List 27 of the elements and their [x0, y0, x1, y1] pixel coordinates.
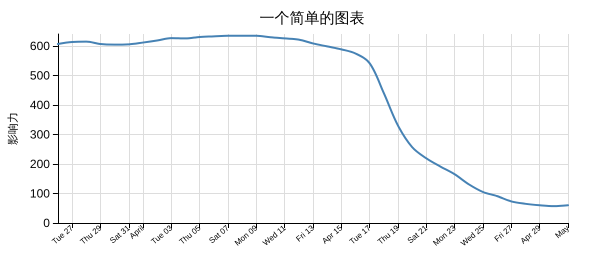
x-tick-label: Tue 17 [348, 223, 373, 246]
y-tick-label: 200 [30, 156, 50, 171]
y-tick-label: 400 [30, 98, 50, 112]
x-tick-label: Wed 25 [459, 223, 486, 248]
x-tick-label: May [554, 224, 571, 240]
x-tick-label: Thu 19 [376, 223, 402, 246]
x-tick-label: Thu 05 [178, 223, 203, 246]
x-tick-label: Mon 23 [431, 223, 458, 248]
x-tick-label: Sat 21 [406, 223, 430, 246]
y-axis-title: 影响力 [6, 112, 20, 145]
x-tick-label: Tue 27 [50, 223, 76, 246]
chart-title: 一个简单的图表 [260, 10, 364, 27]
x-tick-label: Wed 11 [261, 223, 288, 248]
x-tick-label: Fri 13 [294, 223, 316, 244]
y-tick-label: 300 [30, 127, 50, 142]
x-tick-label: Apr 29 [518, 223, 543, 246]
y-tick-label: 100 [30, 186, 50, 200]
y-tick-label: 500 [30, 68, 50, 82]
x-tick-label: Tue 03 [150, 223, 175, 246]
x-tick-label: Apr 15 [320, 223, 345, 246]
x-tick-label: Fri 27 [492, 223, 515, 244]
y-tick-label: 600 [30, 38, 50, 53]
x-tick-label: Mon 09 [232, 223, 260, 248]
line-series [56, 34, 569, 208]
x-tick-label: Sat 07 [207, 223, 232, 246]
y-tick-label: 0 [43, 216, 50, 230]
x-tick-label: Thu 29 [78, 223, 104, 246]
